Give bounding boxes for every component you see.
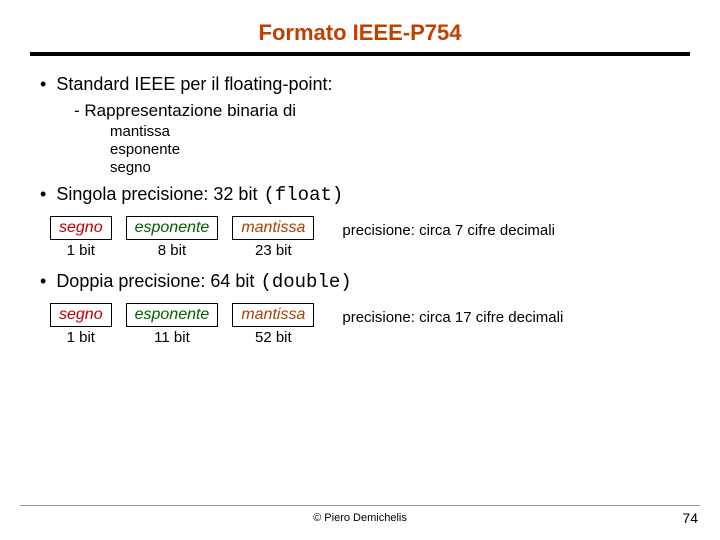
- single-mant-col: mantissa 23 bit: [232, 216, 314, 259]
- single-esp-box: esponente: [126, 216, 219, 240]
- single-esp-bits: 8 bit: [126, 242, 219, 259]
- double-segno-bits: 1 bit: [50, 329, 112, 346]
- single-precision: precisione: circa 7 cifre decimali: [342, 222, 555, 253]
- double-segno-box: segno: [50, 303, 112, 327]
- single-paren: (float): [263, 184, 343, 206]
- double-mant-col: mantissa 52 bit: [232, 303, 314, 346]
- paren-open: (: [263, 184, 274, 206]
- double-paren: (double): [260, 271, 351, 293]
- single-segno-box: segno: [50, 216, 112, 240]
- paren-close-d: ): [340, 271, 351, 293]
- footer-divider: [20, 505, 700, 506]
- single-segno-col: segno 1 bit: [50, 216, 112, 259]
- single-mant-bits: 23 bit: [232, 242, 314, 259]
- title-divider: [30, 52, 690, 56]
- double-esp-col: esponente 11 bit: [126, 303, 219, 346]
- page-title: Formato IEEE-P754: [30, 20, 690, 46]
- single-boxes-row: segno 1 bit esponente 8 bit mantissa 23 …: [50, 216, 690, 259]
- double-line-text: Doppia precisione: 64 bit: [56, 271, 254, 292]
- single-mant-box: mantissa: [232, 216, 314, 240]
- double-esp-bits: 11 bit: [126, 329, 219, 346]
- double-mant-bits: 52 bit: [232, 329, 314, 346]
- bullet-standard-text: Standard IEEE per il floating-point:: [56, 74, 332, 95]
- double-code: double: [272, 271, 340, 293]
- page-number: 74: [682, 510, 698, 526]
- double-mant-box: mantissa: [232, 303, 314, 327]
- single-line-text: Singola precisione: 32 bit: [56, 184, 257, 205]
- double-boxes-row: segno 1 bit esponente 11 bit mantissa 52…: [50, 303, 690, 346]
- double-precision: precisione: circa 17 cifre decimali: [342, 309, 563, 340]
- paren-close: ): [332, 184, 343, 206]
- bullet-repr: Rappresentazione binaria di: [74, 101, 690, 121]
- repr-item-mantissa: mantissa: [110, 123, 690, 140]
- bullet-single: Singola precisione: 32 bit (float): [40, 184, 690, 206]
- paren-open-d: (: [260, 271, 271, 293]
- bullet-standard: Standard IEEE per il floating-point:: [40, 74, 690, 95]
- double-esp-box: esponente: [126, 303, 219, 327]
- repr-item-segno: segno: [110, 159, 690, 176]
- repr-item-esponente: esponente: [110, 141, 690, 158]
- footer-copyright: © Piero Demichelis: [0, 512, 720, 524]
- single-segno-bits: 1 bit: [50, 242, 112, 259]
- bullet-double: Doppia precisione: 64 bit (double): [40, 271, 690, 293]
- single-esp-col: esponente 8 bit: [126, 216, 219, 259]
- double-segno-col: segno 1 bit: [50, 303, 112, 346]
- single-code: float: [275, 184, 332, 206]
